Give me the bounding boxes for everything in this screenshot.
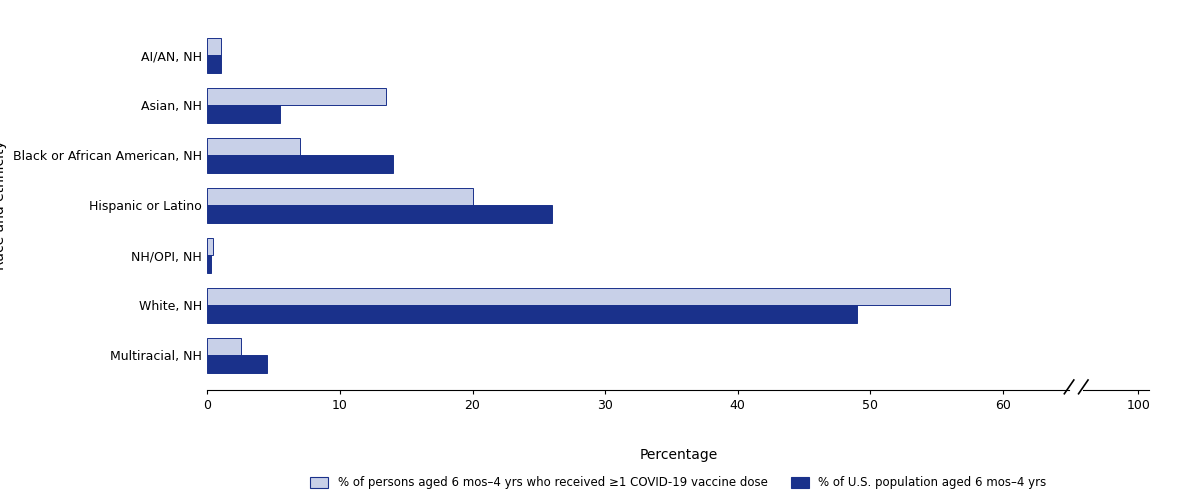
Bar: [207, 55, 220, 72]
Bar: [207, 205, 552, 222]
Bar: [207, 188, 473, 205]
Bar: [207, 238, 212, 255]
Bar: [207, 88, 386, 105]
Legend: % of persons aged 6 mos–4 yrs who received ≥1 COVID-19 vaccine dose, % of U.S. p: % of persons aged 6 mos–4 yrs who receiv…: [306, 472, 1051, 494]
Bar: [207, 305, 857, 322]
Text: Percentage: Percentage: [639, 448, 718, 462]
Y-axis label: Race and ethnicity: Race and ethnicity: [0, 140, 7, 270]
Bar: [207, 255, 211, 272]
Bar: [207, 105, 281, 122]
Bar: [207, 138, 300, 155]
Bar: [207, 338, 241, 355]
Bar: [207, 355, 267, 372]
Bar: [207, 38, 220, 55]
Bar: [207, 288, 950, 305]
Bar: [207, 155, 393, 172]
